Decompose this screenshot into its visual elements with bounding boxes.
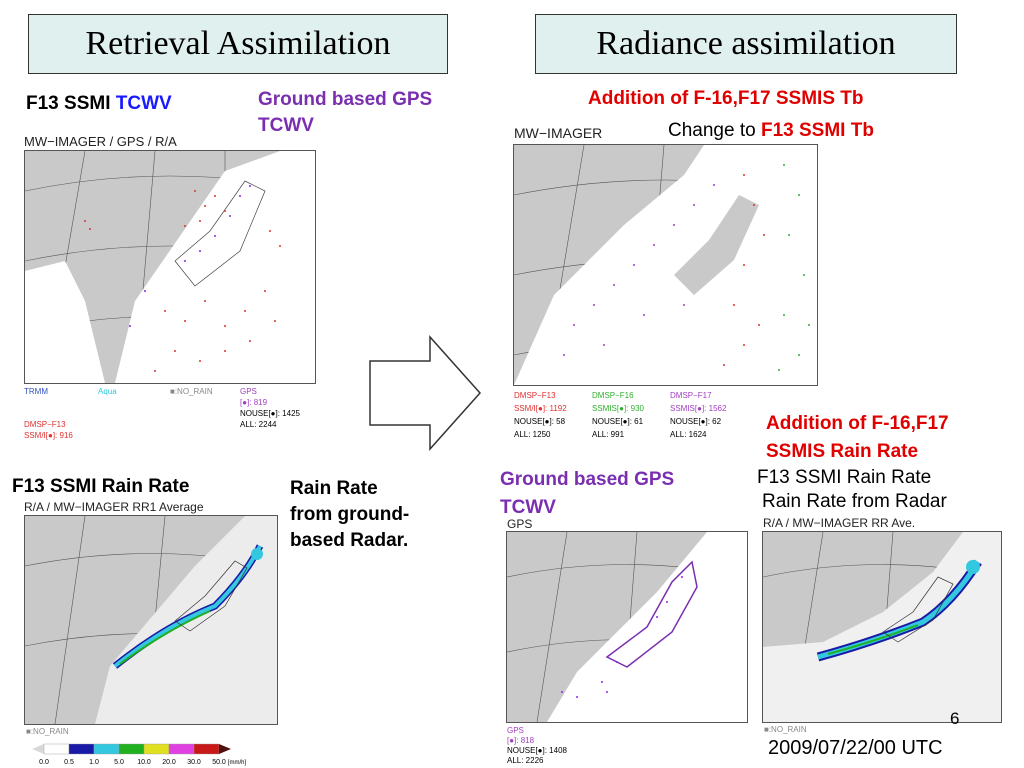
addition-rain-line2: SSMIS Rain Rate — [766, 441, 919, 462]
legend-f16-ssmis: SSMIS[●]: 930 — [592, 404, 644, 413]
ground-gps-bottom-line1: Ground based GPS — [500, 469, 675, 490]
ground-gps-label-line2: TCWV — [258, 115, 314, 136]
legend-mid-bottom: GPS [●]: 818 NOUSE[●]: 1408 ALL: 2226 — [507, 726, 707, 768]
ground-gps-label-line1: Ground based GPS — [258, 89, 433, 110]
title-retrieval-assimilation: Retrieval Assimilation — [28, 14, 448, 74]
map-mid-bottom — [506, 531, 748, 723]
colorbar-unit: [mm/h] — [228, 760, 247, 766]
rain-rate-colorbar: 0.0 0.5 1.0 5.0 10.0 20.0 30.0 50.0 [mm/h] — [32, 743, 246, 766]
colorbar-high-arrow — [219, 744, 231, 754]
map-right-bottom-svg — [763, 532, 1001, 722]
legend-mid-gps-count: [●]: 818 — [507, 736, 535, 745]
legend-nouse: NOUSE[●]: 1425 — [240, 409, 300, 418]
legend-trmm: TRMM — [24, 387, 48, 396]
map-title-right-bottom: R/A / MW−IMAGER RR Ave. — [763, 516, 916, 530]
map-title-left-top: MW−IMAGER / GPS / R/A — [24, 134, 177, 149]
colorbar-tick-label: 30.0 — [187, 759, 201, 766]
right-bottom-line2: Rain Rate from Radar — [762, 491, 947, 512]
legend-mid-nouse: NOUSE[●]: 1408 — [507, 746, 567, 755]
map-left-top-svg — [25, 151, 315, 383]
map-mid-bottom-svg — [507, 532, 747, 722]
datetime-label: 2009/07/22/00 UTC — [768, 737, 943, 759]
radar-label-line3: based Radar. — [290, 530, 409, 551]
colorbar-cell — [93, 743, 120, 755]
addition-rain-line1: Addition of F-16,F17 — [766, 413, 949, 434]
legend-f13-ssmi: SSM/I[●]: 1192 — [514, 404, 567, 413]
title-radiance-assimilation: Radiance assimilation — [535, 14, 957, 74]
colorbar-low-arrow — [32, 744, 44, 754]
colorbar-cells — [32, 743, 231, 755]
legend-f13-all: ALL: 1250 — [514, 430, 551, 439]
radar-label: Rain Rate from ground- based Radar. — [290, 476, 409, 554]
colorbar-tick-label: 0.0 — [39, 759, 49, 766]
ground-gps-label-bottom: Ground based GPS TCWV — [500, 466, 674, 522]
right-arrow-icon — [369, 335, 482, 451]
ground-gps-bottom-line2: TCWV — [500, 497, 556, 518]
legend-f16: DMSP−F16 — [592, 391, 634, 400]
map-title-left-bottom: R/A / MW−IMAGER RR1 Average — [24, 500, 204, 514]
map-left-bottom-svg — [25, 516, 277, 724]
norain-left-bottom: ■:NO_RAIN — [26, 727, 69, 736]
legend-dmsp: DMSP−F13 — [24, 420, 66, 429]
map-right-bottom — [762, 531, 1002, 723]
page-number: 6 — [950, 709, 960, 728]
change-to-prefix: Change to — [668, 120, 761, 141]
legend-mid-gps: GPS — [507, 726, 524, 735]
colorbar-cell — [68, 743, 95, 755]
legend-norain: ■:NO_RAIN — [170, 387, 213, 396]
map-right-top-svg — [514, 145, 817, 385]
radar-label-line1: Rain Rate — [290, 478, 378, 499]
map-left-top — [24, 150, 316, 384]
map-title-right-top: MW−IMAGER — [514, 125, 603, 141]
colorbar-cell — [43, 743, 70, 755]
legend-f16-all: ALL: 991 — [592, 430, 625, 439]
change-to-label: Change to F13 SSMI Tb — [668, 120, 874, 142]
legend-f13: DMSP−F13 — [514, 391, 556, 400]
legend-f16-nouse: NOUSE[●]: 61 — [592, 417, 644, 426]
legend-left-top: TRMM Aqua ■:NO_RAIN GPS [●]: 819 NOUSE[●… — [24, 386, 314, 442]
map-title-mid-bottom: GPS — [507, 517, 533, 531]
legend-f13-nouse: NOUSE[●]: 58 — [514, 417, 566, 426]
colorbar-tick-label: 20.0 — [162, 759, 176, 766]
legend-all: ALL: 2244 — [240, 420, 277, 429]
map-right-top — [513, 144, 818, 386]
f13-ssmi-rain-rate-label: F13 SSMI Rain Rate — [12, 476, 190, 497]
f13-ssmi-label: F13 SSMI — [26, 93, 116, 114]
legend-f17: DMSP−F17 — [670, 391, 712, 400]
radar-label-line2: from ground- — [290, 504, 410, 525]
right-bottom-line1: F13 SSMI Rain Rate — [757, 467, 932, 488]
colorbar-cell — [118, 743, 145, 755]
legend-aqua: Aqua — [98, 387, 117, 396]
colorbar-cell — [143, 743, 170, 755]
colorbar-tick-label: 50.0 — [212, 759, 226, 766]
ground-gps-label: Ground based GPS TCWV — [258, 87, 432, 139]
tcwv-label: TCWV — [115, 93, 172, 114]
addition-ssmis-tb: Addition of F-16,F17 SSMIS Tb — [588, 88, 864, 109]
legend-f17-ssmis: SSMIS[●]: 1562 — [670, 404, 727, 413]
colorbar-ticks: 0.0 0.5 1.0 5.0 10.0 20.0 30.0 50.0 [mm/h] — [39, 759, 246, 766]
legend-gps: GPS — [240, 387, 257, 396]
colorbar-tick-label: 5.0 — [114, 759, 124, 766]
addition-ssmis-rain-rate: Addition of F-16,F17 SSMIS Rain Rate — [766, 410, 949, 466]
legend-gps-count: [●]: 819 — [240, 398, 268, 407]
legend-right-top: DMSP−F13 SSM/I[●]: 1192 NOUSE[●]: 58 ALL… — [514, 390, 814, 442]
legend-ssmi: SSM/I[●]: 916 — [24, 431, 73, 440]
legend-f17-all: ALL: 1624 — [670, 430, 707, 439]
change-to-f13: F13 SSMI Tb — [760, 120, 874, 141]
norain-right-bottom: ■:NO_RAIN — [764, 725, 807, 734]
colorbar-tick-label: 10.0 — [137, 759, 151, 766]
colorbar-cell — [168, 743, 195, 755]
legend-mid-all: ALL: 2226 — [507, 756, 544, 765]
map-left-bottom — [24, 515, 278, 725]
colorbar-tick-label: 1.0 — [89, 759, 99, 766]
colorbar-cell — [193, 743, 220, 755]
colorbar-tick-label: 0.5 — [64, 759, 74, 766]
f13-ssmi-tcwv-label: F13 SSMI TCWV — [26, 93, 172, 115]
legend-f17-nouse: NOUSE[●]: 62 — [670, 417, 722, 426]
